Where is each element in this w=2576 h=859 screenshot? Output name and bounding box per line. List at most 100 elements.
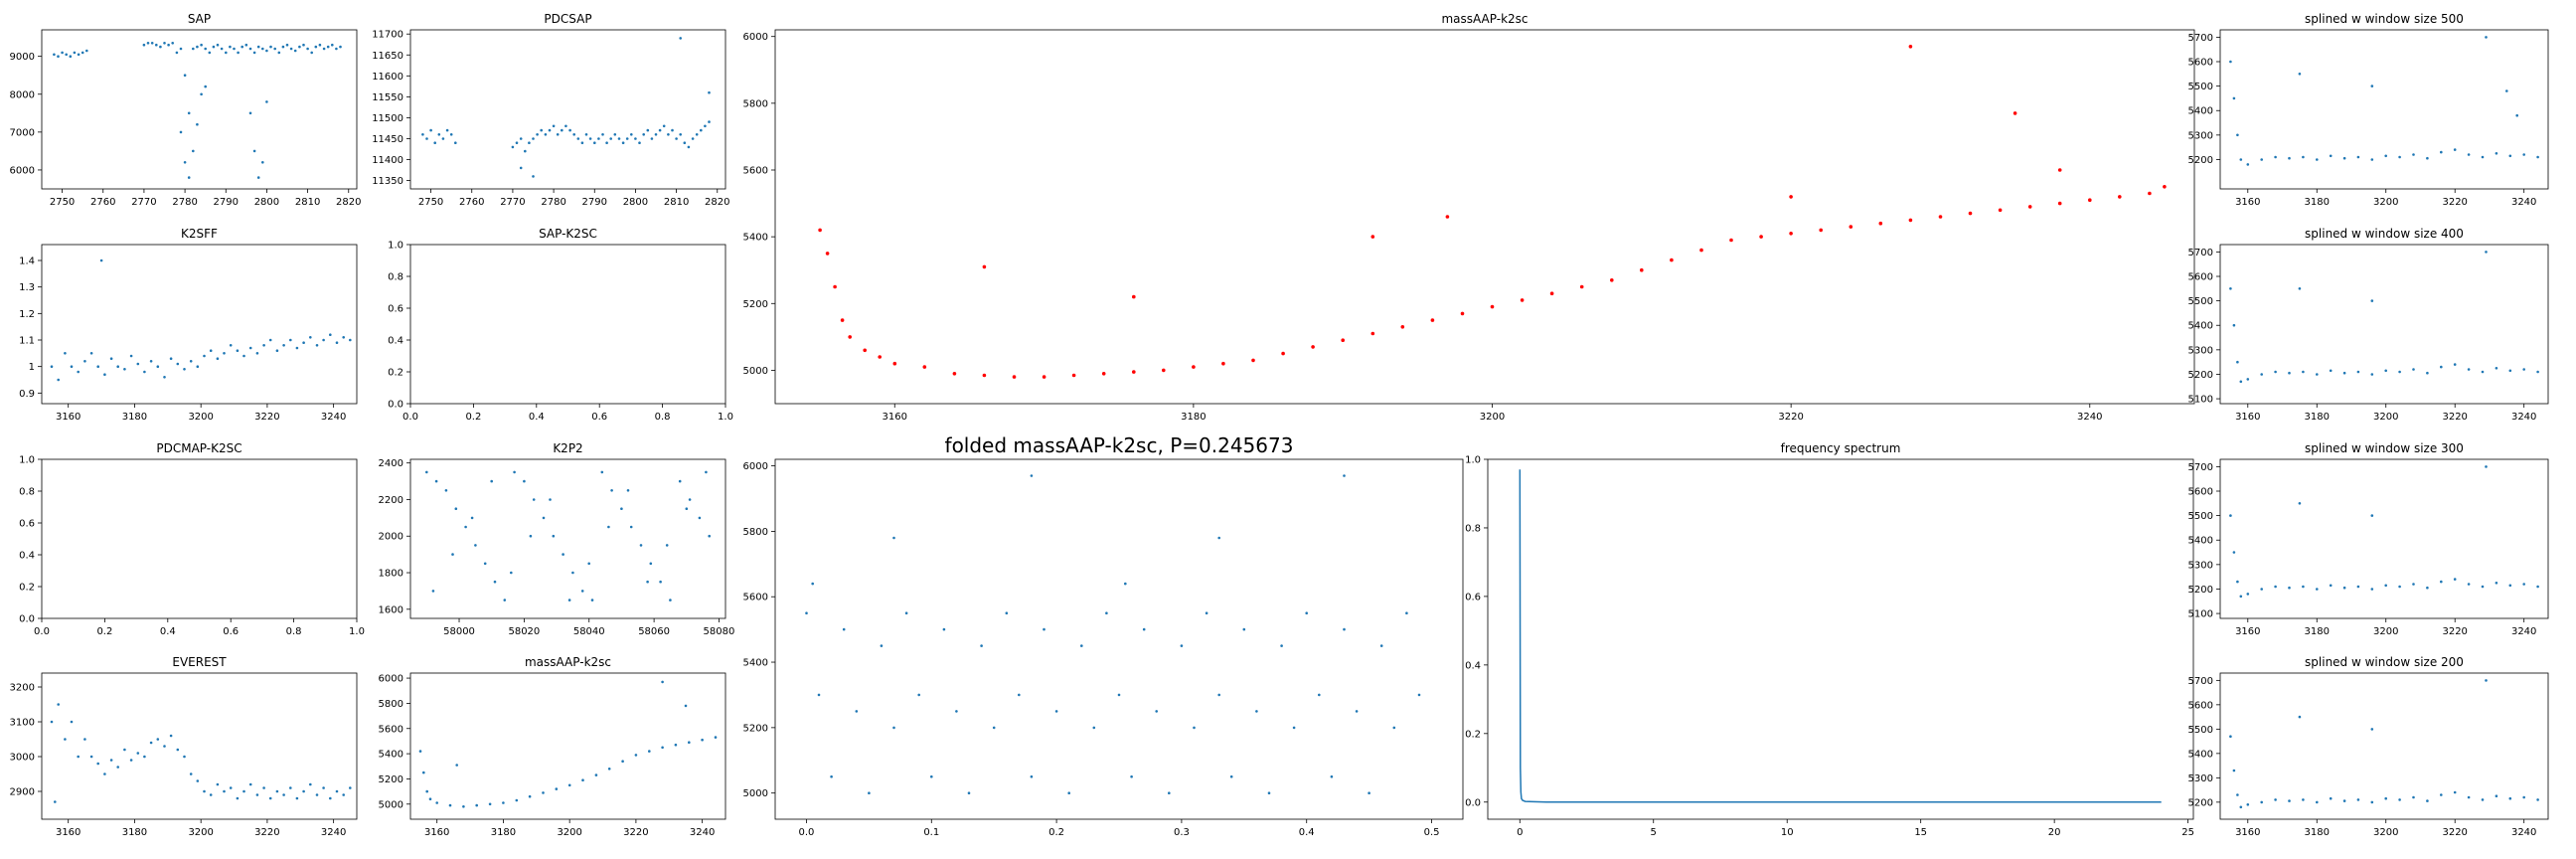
y-tick-label: 0.6 <box>1465 592 1481 602</box>
y-tick-label: 5200 <box>743 723 768 734</box>
data-point <box>1229 774 1233 778</box>
data-point <box>572 133 575 136</box>
x-tick-label: 3180 <box>2305 626 2330 637</box>
data-point <box>2229 735 2232 738</box>
plot-splined-200: splined w window size 200 3160 3180 3200 322… <box>2188 655 2549 838</box>
data-point <box>811 582 814 586</box>
plot-sap-k2sc: SAP-K2SC 0.0 0.2 0.4 0.6 0.8 1.0 0.0 0.2 0.4 0.6 0.… <box>388 227 733 423</box>
data-point <box>942 627 946 631</box>
data-point <box>562 553 564 556</box>
data-point <box>704 124 707 128</box>
data-point <box>2508 154 2512 158</box>
y-tick-label: 0.6 <box>19 519 35 530</box>
axes-frame <box>41 672 358 820</box>
data-point <box>698 516 702 520</box>
data-point <box>329 333 332 337</box>
data-point <box>1117 693 1121 697</box>
data-point <box>2440 793 2443 796</box>
y-tick-label: 8000 <box>10 89 35 100</box>
data-point <box>659 580 662 584</box>
data-point <box>470 516 474 520</box>
data-point <box>2229 60 2232 64</box>
x-tick-label: 3220 <box>2442 412 2467 423</box>
data-point <box>169 357 173 361</box>
data-point <box>318 43 322 47</box>
data-point <box>252 51 256 55</box>
data-point <box>1549 291 1554 296</box>
data-point <box>613 133 617 136</box>
y-tick-label: 0.0 <box>1465 797 1481 808</box>
x-tick-label: 0.8 <box>286 626 302 637</box>
data-point <box>2481 155 2485 159</box>
data-point <box>1192 365 1196 369</box>
x-tick-label: 3200 <box>2373 412 2398 423</box>
y-tick-label: 1.0 <box>388 241 403 252</box>
data-point <box>2426 799 2429 802</box>
y-tick-label: 5500 <box>2188 296 2213 307</box>
data-point <box>967 791 971 794</box>
y-tick-label: 5700 <box>2188 248 2213 258</box>
data-point <box>2302 585 2305 589</box>
data-point <box>2384 154 2387 158</box>
data-point <box>156 738 160 741</box>
data-point <box>57 55 60 58</box>
y-tick-label: 5200 <box>2188 370 2213 381</box>
y-tick-label: 5800 <box>743 527 768 538</box>
data-point <box>2342 371 2346 375</box>
data-point <box>302 341 305 345</box>
data-point <box>109 357 113 361</box>
data-point <box>169 734 173 738</box>
data-point <box>2370 299 2374 302</box>
data-point <box>248 47 252 51</box>
data-point <box>2426 586 2429 590</box>
data-point <box>1180 644 1184 647</box>
data-point <box>2288 156 2291 160</box>
axes-frame <box>2219 29 2549 190</box>
x-tick-label: 3160 <box>56 412 80 423</box>
chart-title: splined w window size 500 <box>2305 12 2464 26</box>
data-point <box>1162 368 1166 373</box>
y-tick-label: 0.8 <box>19 487 35 498</box>
y-tick-label: 11400 <box>372 155 403 166</box>
data-point <box>1124 582 1127 586</box>
data-point <box>805 611 808 614</box>
data-point <box>1368 791 1370 794</box>
data-point <box>892 536 895 540</box>
data-point <box>314 45 318 49</box>
x-tick-label: 3160 <box>424 827 449 838</box>
chart-title: splined w window size 400 <box>2305 227 2464 241</box>
data-point <box>200 43 203 47</box>
data-point <box>2467 795 2471 799</box>
data-point <box>129 354 133 358</box>
y-tick-label: 3100 <box>10 718 35 729</box>
axes-frame <box>2219 458 2549 619</box>
data-point <box>855 710 859 713</box>
data-point <box>564 124 567 128</box>
data-point <box>315 793 319 796</box>
data-point <box>1012 375 1017 379</box>
data-point <box>309 336 312 339</box>
y-tick-label: 5300 <box>2188 345 2213 356</box>
x-tick-label: 3180 <box>1181 412 1206 423</box>
data-point <box>1311 345 1315 349</box>
data-point <box>261 47 264 51</box>
data-point <box>2288 371 2291 375</box>
y-tick-label: 5000 <box>379 799 403 810</box>
data-point <box>567 783 571 787</box>
data-point <box>580 590 584 593</box>
data-point <box>233 47 236 51</box>
data-point <box>451 553 454 556</box>
data-point <box>515 798 519 802</box>
y-tick-label: 11600 <box>372 72 403 83</box>
x-tick-label: 5 <box>1651 827 1657 838</box>
data-point <box>1251 358 1255 363</box>
data-point <box>225 51 228 55</box>
x-tick-label: 2750 <box>50 197 75 208</box>
x-tick-label: 3200 <box>2373 626 2398 637</box>
data-point <box>200 92 203 96</box>
data-point <box>89 755 93 759</box>
data-point <box>1255 710 1258 713</box>
data-point <box>163 745 166 748</box>
